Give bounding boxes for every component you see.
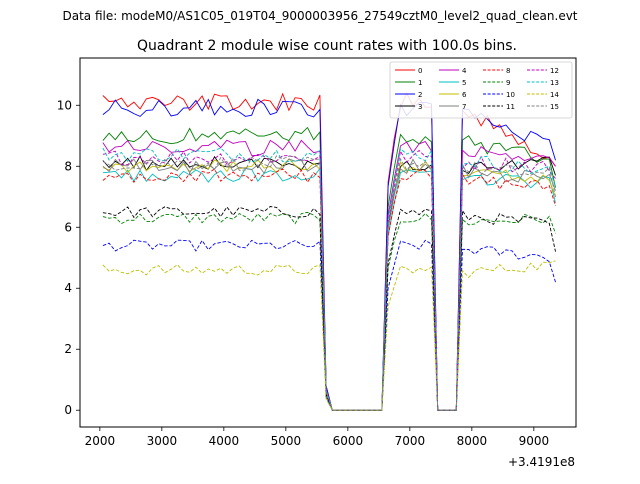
plot-frame xyxy=(79,57,577,428)
x-tick-label: 2000 xyxy=(85,434,116,448)
y-tick-label: 10 xyxy=(57,98,72,112)
series-line-10 xyxy=(102,239,556,411)
legend-label-14: 14 xyxy=(550,91,559,99)
legend-label-3: 3 xyxy=(418,103,422,111)
series-line-11 xyxy=(102,206,556,411)
legend-label-10: 10 xyxy=(506,91,515,99)
legend-label-6: 6 xyxy=(462,91,467,99)
x-tick-label: 3000 xyxy=(147,434,178,448)
chart-title: Quadrant 2 module wise count rates with … xyxy=(137,38,517,54)
series-layer xyxy=(102,92,556,411)
series-line-15 xyxy=(102,155,556,411)
legend-label-1: 1 xyxy=(418,79,422,87)
data-file-label: Data file: modeM0/AS1C05_019T04_90000039… xyxy=(62,9,577,23)
x-tick-label: 4000 xyxy=(209,434,240,448)
series-line-9 xyxy=(102,211,556,411)
legend-label-12: 12 xyxy=(550,67,559,75)
y-tick-label: 4 xyxy=(64,281,72,295)
legend-label-11: 11 xyxy=(506,103,515,111)
series-line-13 xyxy=(102,147,556,411)
x-tick-label: 6000 xyxy=(333,434,364,448)
x-tick-label: 8000 xyxy=(457,434,488,448)
legend-label-2: 2 xyxy=(418,91,422,99)
y-axis: 0 2 4 6 8 10 xyxy=(57,98,80,417)
legend-label-13: 13 xyxy=(550,79,559,87)
legend-label-8: 8 xyxy=(506,67,510,75)
series-line-8 xyxy=(102,168,556,411)
legend-label-4: 4 xyxy=(462,67,467,75)
series-line-14 xyxy=(102,260,556,411)
x-tick-label: 7000 xyxy=(395,434,426,448)
x-axis: 2000 3000 4000 5000 6000 7000 8000 9000 xyxy=(85,427,550,448)
x-tick-label: 5000 xyxy=(271,434,302,448)
x-tick-label: 9000 xyxy=(519,434,550,448)
legend-label-0: 0 xyxy=(418,67,422,75)
x-axis-offset-label: +3.4191e8 xyxy=(508,455,575,469)
legend-label-15: 15 xyxy=(550,103,559,111)
legend-label-7: 7 xyxy=(462,103,466,111)
legend-box xyxy=(389,61,573,119)
y-tick-label: 8 xyxy=(64,159,72,173)
y-tick-label: 6 xyxy=(64,220,72,234)
legend-label-9: 9 xyxy=(506,79,510,87)
y-tick-label: 2 xyxy=(64,342,72,356)
y-tick-label: 0 xyxy=(64,403,72,417)
legend-label-5: 5 xyxy=(462,79,466,87)
